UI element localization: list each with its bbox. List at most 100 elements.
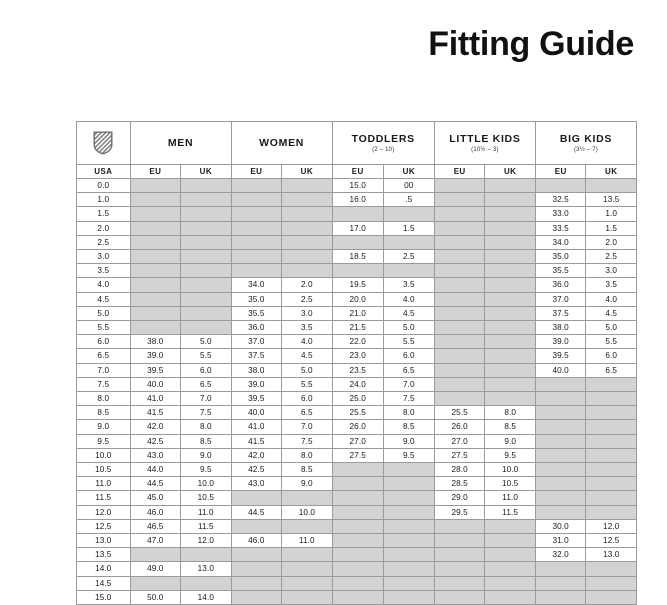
- cell-big-kids-uk-empty: [585, 504, 637, 520]
- cell-men-eu: 41.0: [129, 391, 182, 407]
- cell-women-eu-empty: [230, 561, 283, 577]
- cell-big-kids-eu: 37.0: [534, 291, 587, 307]
- cell-toddlers-uk: .5: [382, 192, 435, 208]
- cell-women-eu: 35.5: [230, 305, 283, 322]
- cell-men-uk: 6.0: [180, 362, 232, 378]
- cell-usa-size: 9.0: [76, 419, 131, 435]
- cell-big-kids-uk: 13.0: [585, 547, 637, 563]
- cell-big-kids-eu: 33.0: [534, 206, 587, 222]
- cell-toddlers-eu: 24.0: [331, 376, 384, 393]
- cell-usa-size: 10.0: [76, 447, 131, 464]
- cell-women-uk-empty: [281, 547, 333, 563]
- cell-usa-size: 10.5: [76, 462, 131, 478]
- cell-toddlers-uk: 6.5: [382, 362, 435, 378]
- table-row: 13.0 47.0 12.0 46.0 11.0 31.0 12.5: [76, 533, 637, 549]
- group-age-range: (3½ – 7): [573, 146, 598, 153]
- cell-usa-size: 5.5: [76, 320, 131, 336]
- cell-men-eu: 50.0: [129, 589, 182, 605]
- cell-big-kids-uk: 12.5: [585, 533, 637, 549]
- cell-women-uk: 7.0: [281, 419, 333, 435]
- cell-toddlers-eu: 25.0: [331, 391, 384, 407]
- cell-men-eu: 49.0: [129, 561, 182, 577]
- table-row: 11.5 45.0 10.5 29.0 11.0: [76, 490, 637, 506]
- cell-toddlers-uk: 6.0: [382, 348, 435, 364]
- cell-men-eu: 43.0: [129, 447, 182, 464]
- shield-crest-icon: [93, 131, 113, 155]
- cell-men-uk: 9.5: [180, 462, 232, 478]
- cell-women-uk-empty: [281, 192, 333, 208]
- cell-little-kids-eu-empty: [433, 206, 486, 222]
- cell-toddlers-uk: 1.5: [382, 220, 435, 236]
- cell-toddlers-uk-empty: [382, 561, 435, 577]
- cell-little-kids-uk-empty: [484, 533, 536, 549]
- cell-men-uk: 8.5: [180, 433, 232, 449]
- cell-toddlers-uk-empty: [382, 462, 435, 478]
- cell-women-eu: 39.5: [230, 391, 283, 407]
- cell-toddlers-eu-empty: [331, 561, 384, 577]
- page-title: Fitting Guide: [428, 25, 634, 63]
- cell-toddlers-eu-empty: [331, 462, 384, 478]
- cell-toddlers-uk-empty: [382, 490, 435, 506]
- cell-little-kids-uk: 8.0: [484, 405, 536, 421]
- cell-women-eu-empty: [230, 177, 283, 194]
- cell-men-eu-empty: [129, 320, 182, 336]
- cell-men-uk-empty: [180, 291, 232, 307]
- cell-toddlers-eu: 20.0: [331, 291, 384, 307]
- cell-little-kids-eu: 26.0: [433, 419, 486, 435]
- cell-toddlers-eu: 26.0: [331, 419, 384, 435]
- table-row: 3.0 18.5 2.5 35.0 2.5: [76, 249, 637, 265]
- cell-big-kids-uk-empty: [585, 405, 637, 421]
- cell-big-kids-eu: 33.5: [534, 220, 587, 236]
- cell-toddlers-eu: 18.5: [331, 249, 384, 265]
- cell-usa-size: 5.0: [76, 305, 131, 322]
- cell-big-kids-uk: 4.5: [585, 305, 637, 322]
- group-header-row: MEN WOMEN TODDLERS (2 – 10) LITTLE KIDS …: [76, 121, 638, 165]
- cell-little-kids-uk-empty: [484, 206, 536, 222]
- cell-women-eu-empty: [230, 547, 283, 563]
- cell-toddlers-eu: 21.5: [331, 320, 384, 336]
- cell-usa-size: 0.0: [76, 177, 131, 194]
- table-row: 7.5 40.0 6.5 39.0 5.5 24.0 7.0: [76, 376, 637, 393]
- cell-little-kids-uk: 10.0: [484, 462, 536, 478]
- cell-little-kids-eu-empty: [433, 277, 486, 293]
- group-header-big-kids: BIG KIDS (3½ – 7): [534, 121, 638, 165]
- cell-men-uk: 5.0: [180, 334, 232, 350]
- cell-big-kids-eu: 31.0: [534, 533, 587, 549]
- table-row: 9.0 42.0 8.0 41.0 7.0 26.0 8.5 26.0 8.5: [76, 419, 637, 435]
- cell-little-kids-uk-empty: [484, 234, 536, 251]
- col-header-men-uk: UK: [180, 164, 232, 179]
- cell-little-kids-uk-empty: [484, 391, 536, 407]
- cell-toddlers-uk-empty: [382, 589, 435, 605]
- cell-little-kids-eu-empty: [433, 305, 486, 322]
- group-name: WOMEN: [259, 136, 305, 149]
- cell-little-kids-eu-empty: [433, 348, 486, 364]
- cell-women-eu-empty: [230, 206, 283, 222]
- cell-big-kids-uk-empty: [585, 575, 637, 591]
- cell-toddlers-eu: 15.0: [331, 177, 384, 194]
- cell-big-kids-eu: 39.0: [534, 334, 587, 350]
- cell-usa-size: 12.5: [76, 518, 131, 535]
- cell-usa-size: 11.0: [76, 476, 131, 492]
- cell-big-kids-uk: 5.5: [585, 334, 637, 350]
- cell-men-eu: 45.0: [129, 490, 182, 506]
- cell-women-uk: 5.5: [281, 376, 333, 393]
- cell-little-kids-uk-empty: [484, 362, 536, 378]
- cell-big-kids-uk-empty: [585, 376, 637, 393]
- cell-men-eu: 44.0: [129, 462, 182, 478]
- cell-usa-size: 15.0: [76, 589, 131, 605]
- cell-big-kids-eu-empty: [534, 447, 587, 464]
- cell-toddlers-eu: 17.0: [331, 220, 384, 236]
- cell-toddlers-eu: 23.5: [331, 362, 384, 378]
- cell-toddlers-eu-empty: [331, 589, 384, 605]
- cell-toddlers-eu-empty: [331, 206, 384, 222]
- cell-women-eu-empty: [230, 490, 283, 506]
- cell-toddlers-uk: 9.0: [382, 433, 435, 449]
- cell-toddlers-eu-empty: [331, 263, 384, 279]
- table-row: 5.0 35.5 3.0 21.0 4.5 37.5 4.5: [76, 305, 637, 322]
- cell-men-eu-empty: [129, 263, 182, 279]
- cell-little-kids-eu-empty: [433, 362, 486, 378]
- cell-women-eu: 43.0: [230, 476, 283, 492]
- cell-big-kids-uk-empty: [585, 490, 637, 506]
- cell-usa-size: 12.0: [76, 504, 131, 520]
- cell-toddlers-uk: 5.0: [382, 320, 435, 336]
